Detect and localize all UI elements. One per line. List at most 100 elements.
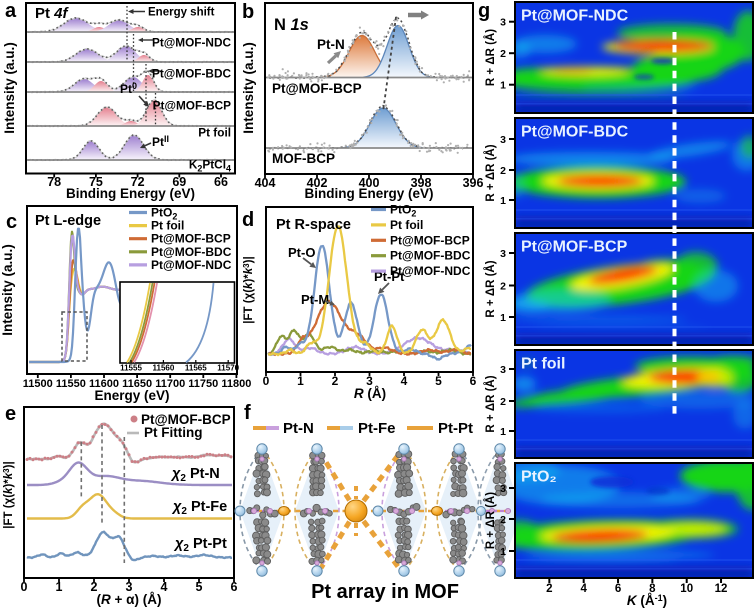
svg-text:Pt@MOF-NDC: Pt@MOF-NDC: [521, 8, 629, 25]
svg-text:11560: 11560: [152, 364, 174, 373]
svg-text:Pt-M: Pt-M: [301, 292, 329, 307]
svg-text:R + ΔR (Å): R + ΔR (Å): [484, 375, 497, 432]
svg-text:Pt@MOF-BCP: Pt@MOF-BCP: [151, 232, 231, 246]
svg-text:Pt L-edge: Pt L-edge: [35, 213, 101, 229]
svg-text:4: 4: [161, 580, 168, 594]
svg-text:11570: 11570: [217, 364, 239, 373]
svg-text:Pt@MOF-NDC: Pt@MOF-NDC: [390, 264, 471, 278]
svg-text:1: 1: [500, 546, 506, 558]
svg-text:Pt@MOF-BCP: Pt@MOF-BCP: [272, 81, 362, 96]
svg-text:Pt@MOF-BCP: Pt@MOF-BCP: [521, 239, 628, 256]
svg-text:Intensity (a.u.): Intensity (a.u.): [241, 42, 256, 134]
svg-text:3: 3: [366, 374, 373, 388]
svg-text:2: 2: [91, 580, 98, 594]
svg-text:402: 402: [307, 176, 328, 190]
svg-text:1: 1: [500, 80, 506, 92]
svg-text:6: 6: [615, 583, 621, 595]
svg-text:Energy shift: Energy shift: [148, 7, 215, 19]
svg-text:404: 404: [255, 176, 276, 190]
svg-text:4: 4: [401, 374, 408, 388]
svg-text:Binding Energy (eV): Binding Energy (eV): [66, 186, 195, 201]
svg-text:1: 1: [500, 312, 506, 324]
svg-text:1: 1: [297, 374, 304, 388]
svg-text:Pt foil: Pt foil: [198, 126, 231, 140]
svg-text:χ2 Pt-Pt: χ2 Pt-Pt: [173, 536, 227, 554]
svg-text:Energy (eV): Energy (eV): [94, 388, 169, 403]
svg-text:Pt@MOF-NDC: Pt@MOF-NDC: [152, 36, 231, 50]
svg-text:N 1s: N 1s: [274, 16, 309, 34]
svg-text:6: 6: [231, 580, 238, 594]
svg-text:3: 3: [126, 580, 133, 594]
svg-text:Pt foil: Pt foil: [390, 218, 423, 232]
svg-text:Pt-N: Pt-N: [317, 37, 345, 52]
svg-text:Pt foil: Pt foil: [521, 356, 565, 373]
svg-text:66: 66: [214, 175, 228, 189]
svg-text:K2PtCl4: K2PtCl4: [189, 158, 231, 174]
svg-text:Pt array in MOF: Pt array in MOF: [311, 581, 459, 603]
svg-text:3: 3: [500, 483, 506, 495]
svg-text:396: 396: [463, 176, 484, 190]
svg-text:1: 1: [500, 195, 506, 207]
svg-text:MOF-BCP: MOF-BCP: [272, 151, 335, 166]
svg-text:11600: 11600: [89, 378, 119, 390]
svg-text:Pt@MOF-BCP: Pt@MOF-BCP: [153, 99, 231, 113]
svg-text:72: 72: [131, 175, 145, 189]
svg-text:g: g: [478, 0, 490, 22]
svg-text:Pt-Pt: Pt-Pt: [374, 269, 405, 284]
svg-text:Pt-O: Pt-O: [288, 245, 315, 260]
svg-text:0: 0: [21, 580, 28, 594]
svg-text:2: 2: [500, 280, 506, 292]
svg-text:PtO2: PtO2: [151, 206, 177, 222]
svg-text:Pt-N: Pt-N: [283, 420, 314, 437]
svg-text:R (Å): R (Å): [354, 386, 386, 401]
svg-text:R + ΔR (Å): R + ΔR (Å): [484, 29, 497, 86]
svg-text:e: e: [5, 403, 16, 425]
svg-text:69: 69: [172, 175, 186, 189]
svg-text:R + ΔR (Å): R + ΔR (Å): [484, 492, 497, 549]
svg-text:12: 12: [715, 583, 728, 595]
svg-text:Pt Fitting: Pt Fitting: [144, 425, 202, 440]
svg-text:b: b: [242, 1, 254, 23]
svg-text:6: 6: [470, 374, 477, 388]
svg-text:10: 10: [680, 583, 693, 595]
svg-text:3: 3: [500, 134, 506, 146]
svg-text:1: 1: [500, 426, 506, 438]
svg-text:11800: 11800: [221, 378, 251, 390]
svg-text:|FT (χ(k)*k3)|: |FT (χ(k)*k3)|: [2, 461, 15, 528]
svg-text:χ2 Pt-Fe: χ2 Pt-Fe: [171, 499, 227, 517]
svg-text:χ2 Pt-N: χ2 Pt-N: [170, 466, 220, 484]
svg-text:f: f: [244, 402, 251, 424]
svg-text:Pt@MOF-BDC: Pt@MOF-BDC: [390, 249, 471, 263]
svg-text:11750: 11750: [188, 378, 218, 390]
svg-text:11555: 11555: [120, 364, 142, 373]
svg-text:c: c: [6, 211, 17, 233]
svg-text:3: 3: [500, 17, 506, 29]
svg-text:11565: 11565: [185, 364, 207, 373]
svg-text:2: 2: [500, 48, 506, 60]
svg-text:Binding Energy (eV): Binding Energy (eV): [304, 186, 433, 201]
svg-text:Pt@MOF-BCP: Pt@MOF-BCP: [390, 233, 470, 247]
svg-text:0: 0: [263, 374, 270, 388]
svg-text:R + ΔR (Å): R + ΔR (Å): [484, 144, 497, 201]
svg-text:Pt@MOF-NDC: Pt@MOF-NDC: [151, 258, 232, 272]
svg-text:78: 78: [47, 175, 61, 189]
svg-text:Pt foil: Pt foil: [151, 219, 184, 233]
svg-text:8: 8: [649, 583, 656, 595]
svg-text:3: 3: [500, 364, 506, 376]
svg-text:Pt@MOF-BDC: Pt@MOF-BDC: [521, 124, 629, 141]
svg-text:Pt@MOF-BCP: Pt@MOF-BCP: [141, 412, 231, 427]
svg-text:11650: 11650: [122, 378, 152, 390]
svg-text:398: 398: [411, 176, 432, 190]
svg-text:11500: 11500: [23, 378, 53, 390]
svg-text:2: 2: [500, 165, 506, 177]
svg-text:5: 5: [435, 374, 442, 388]
svg-text:Pt R-space: Pt R-space: [276, 217, 351, 233]
svg-text:Pt 4f: Pt 4f: [35, 5, 70, 22]
svg-text:4: 4: [580, 583, 587, 595]
svg-text:11550: 11550: [56, 378, 86, 390]
svg-text:Intensity (a.u.): Intensity (a.u.): [2, 42, 17, 134]
svg-text:5: 5: [196, 580, 203, 594]
svg-text:2: 2: [500, 396, 506, 408]
svg-text:2: 2: [332, 374, 339, 388]
svg-text:75: 75: [89, 175, 103, 189]
